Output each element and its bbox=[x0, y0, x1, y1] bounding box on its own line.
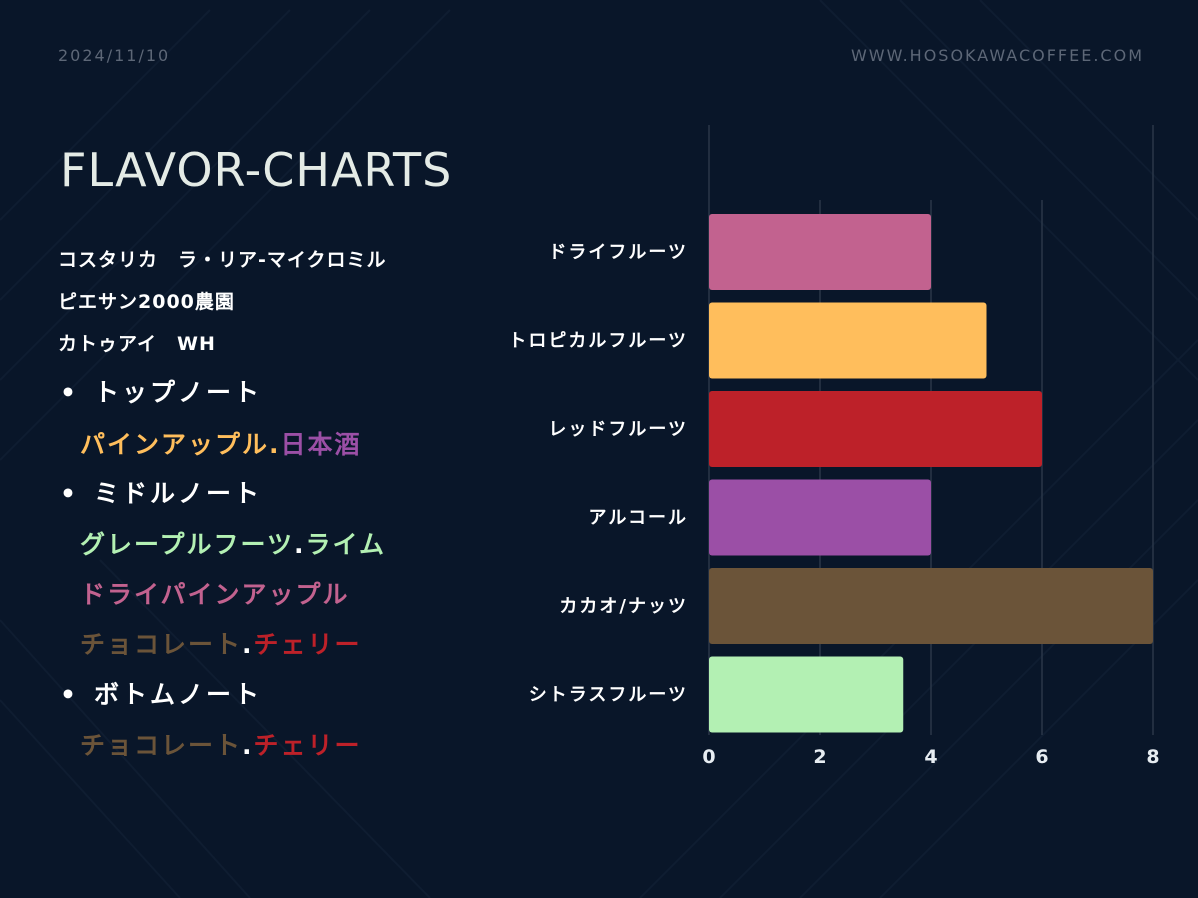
bottom-note-heading: • ボトムノート bbox=[60, 675, 262, 711]
page-title: FLAVOR-CHARTS bbox=[60, 143, 453, 197]
category-label: ドライフルーツ bbox=[548, 242, 688, 263]
note-segment: チョコレート bbox=[80, 630, 243, 659]
note-line: チョコレート.チェリー bbox=[80, 625, 362, 661]
note-line: パインアップル.日本酒 bbox=[80, 425, 362, 461]
note-segment: . bbox=[242, 731, 254, 760]
middle-note-label: ミドルノート bbox=[94, 479, 263, 508]
category-label: アルコール bbox=[589, 508, 688, 529]
note-segment: 日本酒 bbox=[280, 430, 362, 459]
top-note-heading: • トップノート bbox=[60, 373, 262, 409]
bullet-icon: • bbox=[60, 479, 79, 508]
note-segment: グレープルフーツ bbox=[80, 530, 295, 559]
bullet-icon: • bbox=[60, 680, 79, 709]
bar bbox=[709, 656, 904, 733]
coffee-farm: ピエサン2000農園 bbox=[58, 291, 235, 313]
note-segment: . bbox=[294, 530, 306, 559]
x-tick-label: 2 bbox=[813, 746, 826, 768]
bar bbox=[709, 391, 1042, 467]
note-line: グレープルフーツ.ライム bbox=[80, 525, 386, 561]
category-label: カカオ/ナッツ bbox=[559, 596, 688, 617]
note-segment: チェリー bbox=[253, 731, 362, 760]
note-line: チョコレート.チェリー bbox=[80, 726, 362, 762]
note-segment: チェリー bbox=[253, 630, 362, 659]
note-segment: チョコレート bbox=[80, 731, 243, 760]
category-label: シトラスフルーツ bbox=[529, 685, 688, 706]
bottom-note-label: ボトムノート bbox=[94, 680, 263, 709]
bar bbox=[709, 568, 1153, 644]
bullet-icon: • bbox=[60, 378, 79, 407]
top-note-label: トップノート bbox=[94, 378, 263, 407]
coffee-variety: カトゥアイ WH bbox=[58, 333, 216, 355]
note-segment: ドライパインアップル bbox=[80, 580, 350, 609]
middle-note-heading: • ミドルノート bbox=[60, 474, 262, 510]
bar bbox=[709, 479, 931, 556]
coffee-origin: コスタリカ ラ・リア-マイクロミル bbox=[58, 249, 387, 271]
category-label: レッドフルーツ bbox=[548, 419, 688, 440]
bar bbox=[709, 302, 987, 379]
note-segment: . bbox=[242, 630, 254, 659]
note-line: ドライパインアップル bbox=[80, 575, 350, 611]
x-tick-label: 0 bbox=[702, 746, 715, 768]
note-segment: パインアップル bbox=[80, 430, 270, 459]
x-tick-label: 4 bbox=[924, 746, 937, 768]
category-label: トロピカルフルーツ bbox=[508, 331, 688, 352]
date-label: 2024/11/10 bbox=[58, 46, 171, 65]
x-tick-label: 8 bbox=[1146, 746, 1159, 768]
x-tick-label: 6 bbox=[1035, 746, 1048, 768]
note-segment: . bbox=[269, 430, 281, 459]
bar bbox=[709, 214, 931, 290]
note-segment: ライム bbox=[305, 530, 387, 559]
website-url: WWW.HOSOKAWACOFFEE.COM bbox=[850, 46, 1144, 65]
